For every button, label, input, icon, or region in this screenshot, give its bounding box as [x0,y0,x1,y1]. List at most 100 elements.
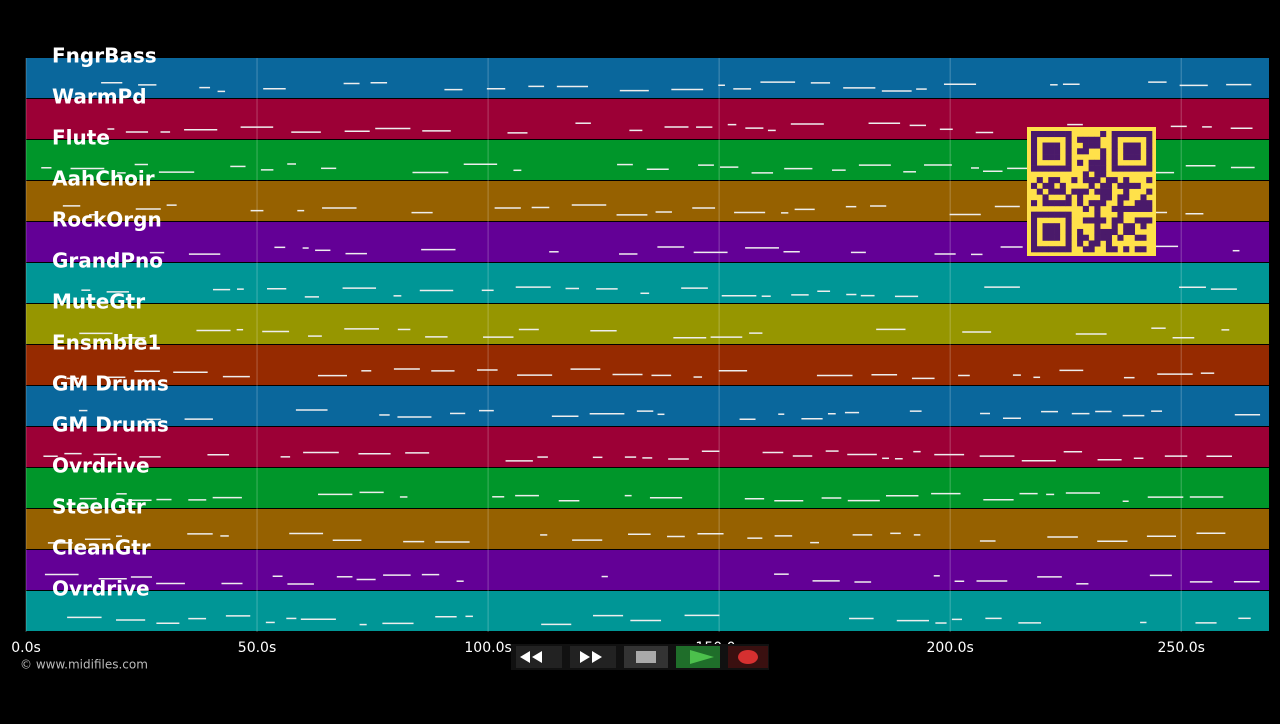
qr-module [1134,142,1141,149]
qr-module [1094,200,1101,207]
qr-module [1077,136,1084,143]
qr-module [1042,234,1049,241]
qr-module [1134,182,1141,189]
qr-module [1146,131,1153,138]
qr-module [1140,217,1147,224]
icon [738,650,758,664]
qr-module [1031,246,1038,253]
qr-module [1054,223,1061,230]
record-button[interactable] [728,646,768,668]
qr-module [1077,200,1084,207]
qr-module [1059,188,1066,195]
qr-module [1048,228,1055,236]
qr-module [1123,182,1130,189]
qr-module [1128,148,1136,155]
qr-module [1036,131,1043,138]
qr-module [1128,205,1136,212]
qr-module [1100,159,1107,166]
qr-module [1031,136,1038,143]
qr-module [1100,194,1107,201]
qr-module [1111,159,1118,166]
qr-module [1065,142,1072,149]
qr-module [1065,240,1072,247]
qr-module [1077,188,1084,195]
track-name: WarmPd [52,85,147,109]
qr-code [1027,127,1156,256]
qr-module [1094,159,1101,166]
qr-module [1031,223,1038,230]
qr-module [1042,211,1049,218]
qr-module [1036,188,1043,195]
qr-module [1123,154,1130,161]
qr-module [1036,211,1043,218]
qr-module [1123,194,1130,201]
qr-module [1117,200,1124,207]
track-name: MuteGtr [52,290,145,314]
qr-module [1048,188,1055,195]
grid [25,58,1182,632]
track-band [26,468,1269,508]
qr-module [1117,131,1124,138]
qr-module [1128,142,1136,149]
qr-module [1077,194,1084,201]
qr-module [1105,234,1112,241]
rewind-button[interactable] [516,646,562,668]
qr-module [1128,228,1136,236]
qr-module [1105,182,1112,189]
qr-module [1146,205,1153,212]
qr-module [1065,136,1072,143]
qr-module [1111,148,1118,155]
qr-module [1128,131,1136,138]
tick-label: 100.0s [464,640,511,656]
qr-module [1031,165,1038,172]
qr-module [1111,228,1118,236]
qr-module [1048,148,1055,155]
qr-module [1094,136,1101,143]
qr-module [1048,211,1055,218]
qr-module [1088,182,1095,189]
qr-module [1088,217,1095,224]
qr-module [1105,246,1112,253]
qr-module [1134,154,1141,161]
qr-module [1123,165,1130,172]
qr-module [1065,211,1072,218]
qr-module [1123,223,1130,230]
forward-button[interactable] [570,646,616,668]
qr-module [1088,136,1095,143]
qr-module [1054,234,1061,241]
qr-module [1065,217,1072,224]
qr-module [1100,200,1107,207]
qr-module [1088,177,1095,184]
track-band [26,509,1269,549]
play-button[interactable] [676,646,720,668]
track-band [26,591,1269,631]
icon [580,651,602,663]
qr-module [1128,223,1136,230]
qr-module [1082,205,1089,212]
qr-module [1059,200,1066,207]
qr-module [1042,223,1049,230]
track-band [26,427,1269,467]
qr-module [1042,228,1049,236]
qr-module [1140,234,1147,241]
qr-module [1105,177,1112,184]
stop-button[interactable] [624,646,668,668]
qr-module [1048,131,1055,138]
icon [520,651,542,663]
qr-module [1140,131,1147,138]
qr-module [1054,246,1061,253]
transport [511,644,769,670]
qr-module [1036,246,1043,253]
qr-module [1077,228,1084,236]
track-name: SteelGtr [52,495,146,519]
qr-module [1059,131,1066,138]
qr-module [1111,205,1118,212]
track-band [26,386,1269,426]
qr-module [1105,194,1112,201]
qr-module [1123,205,1130,212]
qr-module [1082,148,1089,155]
qr-module [1117,217,1124,224]
qr-module [1117,182,1124,189]
qr-module [1054,165,1061,172]
